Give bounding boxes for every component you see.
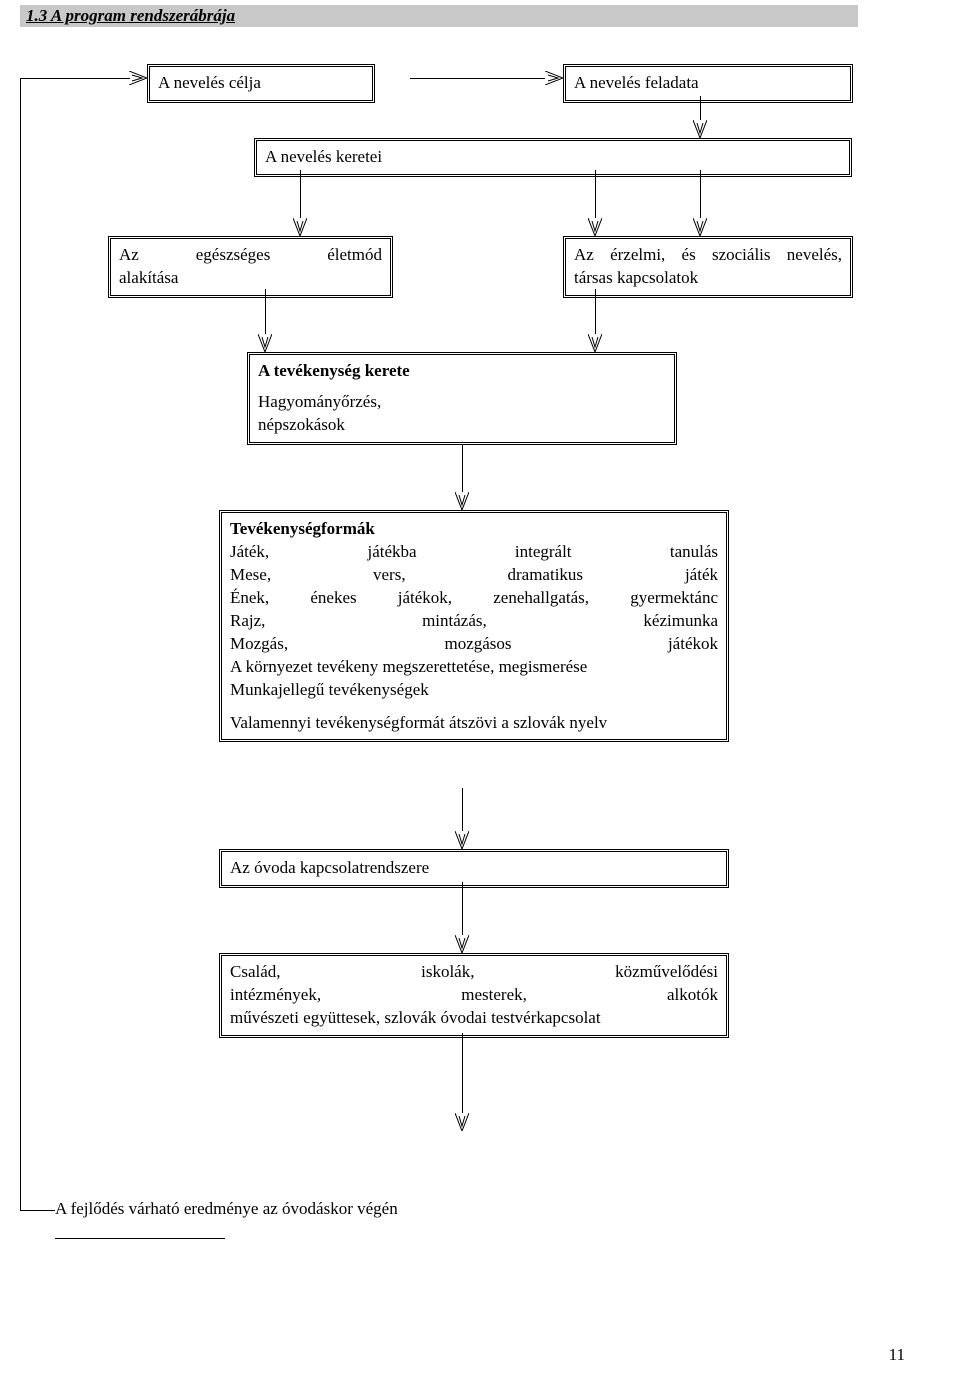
tf-l2: Mese, vers, dramatikus játék bbox=[230, 564, 718, 587]
loop-line-v bbox=[20, 78, 21, 1210]
arrow-eletmod-tev bbox=[258, 334, 272, 352]
box-celja-text: A nevelés célja bbox=[158, 73, 261, 92]
csalad-l3: művészeti együttesek, szlovák óvodai tes… bbox=[230, 1007, 718, 1030]
arrow-into-celja bbox=[129, 71, 147, 85]
arrow-formak-kapcsolat bbox=[455, 831, 469, 849]
line-csalad-down bbox=[462, 1033, 463, 1113]
tf-l4: Rajz, mintázás, kézimunka bbox=[230, 610, 718, 633]
line-feladata-keretei bbox=[700, 96, 701, 120]
arrow-tev-kerete-formak bbox=[455, 492, 469, 510]
box-tev-kerete: A tevékenység kerete Hagyományőrzés, nép… bbox=[247, 352, 677, 445]
box-erzelmi-l1: Az érzelmi, és szociális nevelés, bbox=[574, 244, 842, 267]
text-fejlodes: A fejlődés várható eredménye az óvodásko… bbox=[55, 1199, 398, 1219]
arrow-kapcsolat-csalad bbox=[455, 935, 469, 953]
arrow-keretei-eletmod bbox=[293, 218, 307, 236]
box-erzelmi: Az érzelmi, és szociális nevelés, társas… bbox=[563, 236, 853, 298]
line-tev-kerete-formak bbox=[462, 444, 463, 492]
tf-l6: A környezet tevékeny megszerettetése, me… bbox=[230, 656, 718, 679]
csalad-l2: intézmények, mesterek, alkotók bbox=[230, 984, 718, 1007]
line-formak-kapcsolat bbox=[462, 788, 463, 831]
box-eletmod: Az egészséges életmód alakítása bbox=[108, 236, 393, 298]
tf-l7: Munkajellegű tevékenységek bbox=[230, 679, 718, 702]
box-keretei-text: A nevelés keretei bbox=[265, 147, 382, 166]
tf-l1: Játék, játékba integrált tanulás bbox=[230, 541, 718, 564]
box-tev-kerete-s2: népszokások bbox=[258, 414, 666, 437]
line-eletmod-tev bbox=[265, 289, 266, 334]
box-tev-formak: Tevékenységformák Játék, játékba integrá… bbox=[219, 510, 729, 742]
box-kapcsolat-text: Az óvoda kapcsolatrendszere bbox=[230, 858, 429, 877]
arrow-feladata-keretei bbox=[693, 120, 707, 138]
arrow-csalad-down bbox=[455, 1113, 469, 1131]
box-feladata-text: A nevelés feladata bbox=[574, 73, 699, 92]
arrow-celja-feladata bbox=[545, 71, 563, 85]
box-tev-kerete-s1: Hagyományőrzés, bbox=[258, 391, 666, 414]
tf-l5: Mozgás, mozgásos játékok bbox=[230, 633, 718, 656]
box-kapcsolat: Az óvoda kapcsolatrendszere bbox=[219, 849, 729, 888]
box-erzelmi-l2: társas kapcsolatok bbox=[574, 267, 842, 290]
line-erzelmi-tev bbox=[595, 289, 596, 334]
box-celja: A nevelés célja bbox=[147, 64, 375, 103]
box-eletmod-l1: Az egészséges életmód bbox=[119, 244, 382, 267]
box-feladata: A nevelés feladata bbox=[563, 64, 853, 103]
line-keretei-erzelmi bbox=[595, 170, 596, 218]
footnote-rule bbox=[55, 1238, 225, 1239]
line-celja-feladata bbox=[410, 78, 545, 79]
loop-line-h-bottom bbox=[20, 1210, 55, 1211]
csalad-l1: Család, iskolák, közművelődési bbox=[230, 961, 718, 984]
loop-line-h-top bbox=[20, 78, 130, 79]
arrow-erzelmi-tev bbox=[588, 334, 602, 352]
arrow-keretei-erzelmi-2 bbox=[693, 218, 707, 236]
box-eletmod-l2: alakítása bbox=[119, 267, 382, 290]
line-keretei-erzelmi-2 bbox=[700, 170, 701, 218]
tf-l3: Ének, énekes játékok, zenehallgatás, gye… bbox=[230, 587, 718, 610]
box-keretei: A nevelés keretei bbox=[254, 138, 852, 177]
tf-title: Tevékenységformák bbox=[230, 518, 718, 541]
box-csalad: Család, iskolák, közművelődési intézmény… bbox=[219, 953, 729, 1038]
arrow-keretei-erzelmi bbox=[588, 218, 602, 236]
section-heading: 1.3 A program rendszerábrája bbox=[20, 5, 858, 27]
tf-p1: Valamennyi tevékenységformát átszövi a s… bbox=[230, 712, 718, 735]
page-number: 11 bbox=[889, 1345, 905, 1365]
line-keretei-eletmod bbox=[300, 170, 301, 218]
line-kapcsolat-csalad bbox=[462, 882, 463, 935]
box-tev-kerete-title: A tevékenység kerete bbox=[258, 360, 666, 383]
